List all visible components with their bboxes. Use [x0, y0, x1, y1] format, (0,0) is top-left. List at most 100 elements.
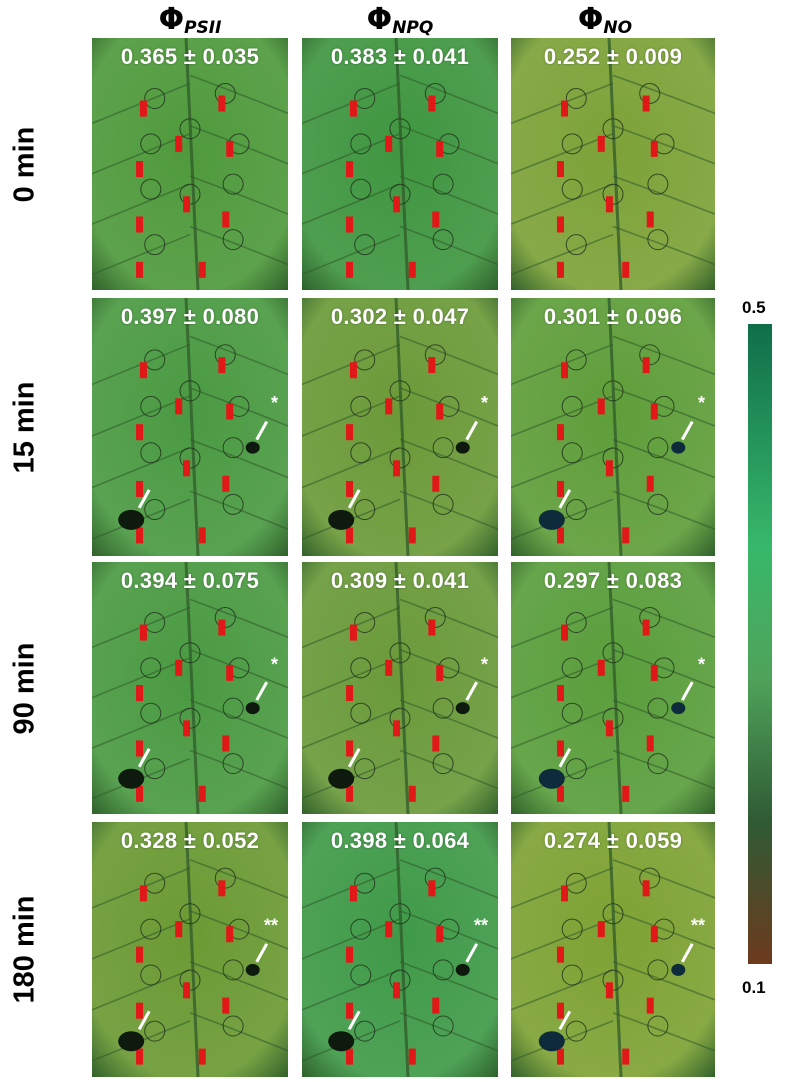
red-marker — [349, 100, 357, 117]
red-marker — [556, 740, 564, 757]
measurement-circle — [565, 758, 587, 780]
measurement-circle — [602, 380, 624, 402]
red-marker — [556, 424, 564, 441]
measurement-circle — [647, 1015, 669, 1037]
measurement-circle — [144, 872, 166, 894]
red-marker — [346, 216, 354, 233]
measurement-circle — [565, 872, 587, 894]
lesion-spot — [328, 1031, 355, 1052]
column-header-psii: ΦPSII — [100, 2, 280, 38]
quantum-yield-value: 0.301 ± 0.096 — [543, 304, 683, 329]
leaf-vein — [511, 233, 614, 276]
leaf-vein — [399, 335, 498, 376]
red-marker — [597, 135, 605, 152]
measurement-circle — [432, 437, 454, 459]
red-marker — [136, 161, 144, 178]
asterisk-marker: * — [698, 393, 705, 413]
white-arrow — [347, 489, 361, 509]
row-label-90min: 90 min — [5, 562, 45, 814]
leaf-vein — [189, 490, 288, 530]
red-marker — [556, 216, 564, 233]
white-arrow — [255, 943, 269, 963]
measurement-circle — [432, 753, 454, 775]
red-marker — [139, 885, 147, 902]
measurement-circle — [647, 437, 669, 459]
red-marker — [432, 997, 440, 1014]
red-marker — [597, 398, 605, 415]
measurement-circle — [354, 87, 376, 109]
leaf-vein — [511, 969, 614, 1011]
measurement-circle — [432, 229, 454, 251]
colorbar — [748, 324, 772, 964]
measurement-circle — [565, 499, 587, 521]
lesion-spot — [328, 509, 355, 530]
measurement-circle — [350, 133, 372, 155]
leaf-vein — [399, 225, 498, 266]
measurement-circle — [639, 344, 661, 366]
measurement-circle — [647, 173, 669, 195]
measurement-circle — [354, 872, 376, 894]
leaf-vein — [189, 749, 288, 790]
red-marker — [136, 527, 144, 544]
white-arrow — [347, 1010, 361, 1031]
measurement-circle — [639, 867, 661, 889]
white-arrow — [558, 747, 572, 768]
white-arrow — [558, 1010, 572, 1031]
red-marker — [183, 460, 191, 477]
leaf-vein — [612, 225, 715, 266]
red-marker — [622, 785, 630, 802]
measurement-circle — [602, 707, 624, 729]
white-arrow — [680, 943, 694, 963]
red-marker — [385, 135, 393, 152]
red-marker — [428, 619, 436, 636]
measurement-circle — [565, 1020, 587, 1042]
red-marker — [136, 1002, 144, 1019]
quantum-yield-value: 0.328 ± 0.052 — [120, 828, 260, 853]
red-marker — [346, 1002, 354, 1019]
measurement-circle — [140, 395, 162, 417]
leaf-vein — [399, 749, 498, 790]
lesion-spot — [118, 1031, 145, 1052]
measurement-circle — [140, 133, 162, 155]
red-marker — [642, 95, 650, 112]
red-marker — [432, 211, 440, 228]
leaf-surface — [302, 38, 498, 290]
red-marker — [349, 362, 357, 379]
lesion-spot — [671, 441, 686, 454]
leaf-vein — [511, 707, 614, 749]
leaf-panel-15min-npq: * 0.302 ± 0.047 — [302, 298, 498, 556]
asterisk-marker: * — [698, 654, 705, 674]
leaf-panel-180min-no: ** 0.274 ± 0.059 — [511, 822, 715, 1077]
row-label-15min: 15 min — [5, 298, 45, 556]
measurement-circle — [647, 959, 669, 981]
leaf-vein — [612, 125, 715, 165]
measurement-circle — [140, 964, 162, 986]
leaf-vein — [399, 598, 498, 639]
red-marker — [556, 480, 564, 497]
red-marker — [226, 926, 234, 943]
red-marker — [136, 424, 144, 441]
lesion-spot — [118, 509, 145, 530]
red-marker — [349, 885, 357, 902]
measurement-circle — [354, 499, 376, 521]
white-arrow — [680, 420, 694, 441]
red-marker — [198, 261, 206, 278]
red-marker — [556, 946, 564, 963]
leaf-vein — [511, 446, 614, 489]
red-marker — [346, 480, 354, 497]
column-header-npq: ΦNPQ — [310, 2, 490, 38]
measurement-circle — [144, 234, 166, 256]
red-marker — [175, 398, 183, 415]
red-marker — [622, 527, 630, 544]
quantum-yield-value: 0.309 ± 0.041 — [330, 568, 470, 593]
red-marker — [622, 1048, 630, 1065]
measurement-circle — [602, 183, 624, 205]
red-marker — [646, 735, 654, 752]
leaf-midrib — [607, 822, 623, 1077]
leaf-vein — [612, 1012, 715, 1052]
leaf-vein — [399, 699, 498, 739]
measurement-circle — [561, 964, 583, 986]
red-marker — [183, 196, 191, 213]
lesion-spot — [245, 702, 260, 715]
leaf-vein — [92, 446, 191, 489]
